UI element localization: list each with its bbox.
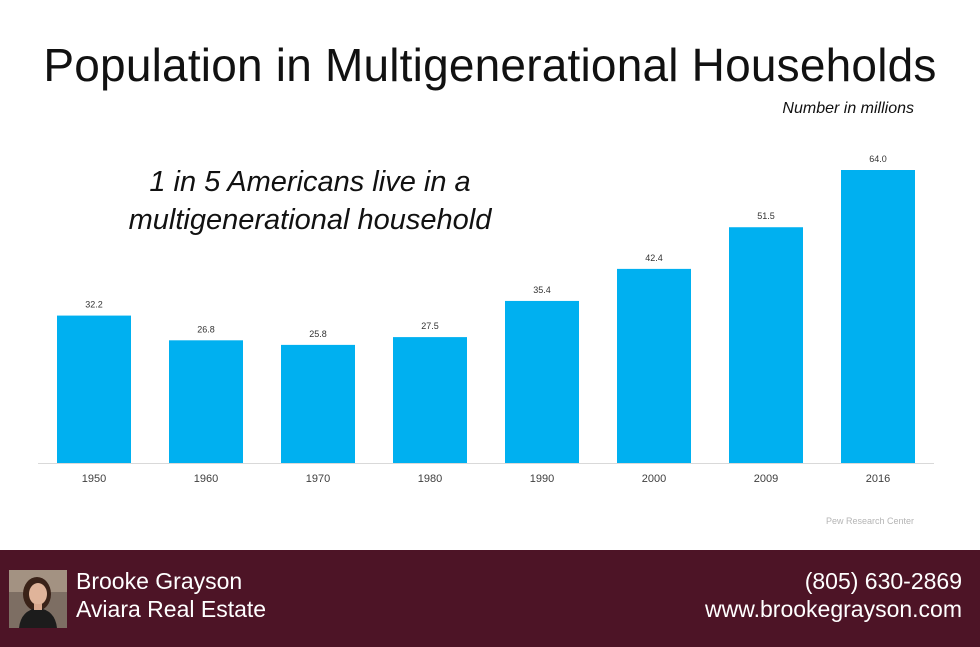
data-label-1990: 35.4: [533, 285, 551, 295]
bar-2000: [617, 268, 691, 463]
bar-1960: [169, 340, 243, 463]
data-label-2000: 42.4: [645, 253, 663, 263]
phone-number[interactable]: (805) 630-2869: [804, 568, 962, 594]
callout-annotation: 1 in 5 Americans live in a multigenerati…: [128, 166, 492, 236]
bar-1950: [57, 315, 131, 463]
x-tick-label-1970: 1970: [306, 473, 330, 485]
chart-subtitle: Number in millions: [782, 100, 914, 117]
x-tick-label-1990: 1990: [530, 473, 554, 485]
footer-bar: Brooke Grayson Aviara Real Estate (805) …: [0, 550, 980, 647]
x-tick-label-2009: 2009: [754, 473, 778, 485]
data-label-1950: 32.2: [85, 300, 103, 310]
source-label: Pew Research Center: [825, 516, 914, 526]
data-label-1970: 25.8: [309, 329, 327, 339]
x-tick-label-2000: 2000: [642, 473, 666, 485]
agent-name: Brooke Grayson: [76, 568, 243, 594]
bar-1990: [505, 300, 579, 463]
data-label-2009: 51.5: [757, 211, 775, 221]
bar-1970: [281, 344, 355, 463]
x-tick-label-1950: 1950: [82, 473, 106, 485]
chart-title: Population in Multigenerational Househol…: [43, 39, 937, 91]
bar-2009: [729, 227, 803, 463]
x-tick-label-1960: 1960: [194, 473, 218, 485]
website-link[interactable]: www.brookegrayson.com: [705, 596, 962, 622]
bar-1980: [393, 337, 467, 463]
x-tick-label-1980: 1980: [418, 473, 442, 485]
bar-chart: 32.2 1950 26.8 1960 25.8 1970 27.5 1980 35.4 1990…: [38, 154, 934, 485]
bar-2016: [841, 170, 915, 463]
x-tick-label-2016: 2016: [866, 473, 890, 485]
agent-company: Aviara Real Estate: [76, 596, 267, 622]
data-label-1960: 26.8: [197, 324, 215, 334]
data-label-1980: 27.5: [421, 321, 439, 331]
avatar: [9, 570, 67, 628]
data-label-2016: 64.0: [869, 154, 887, 164]
